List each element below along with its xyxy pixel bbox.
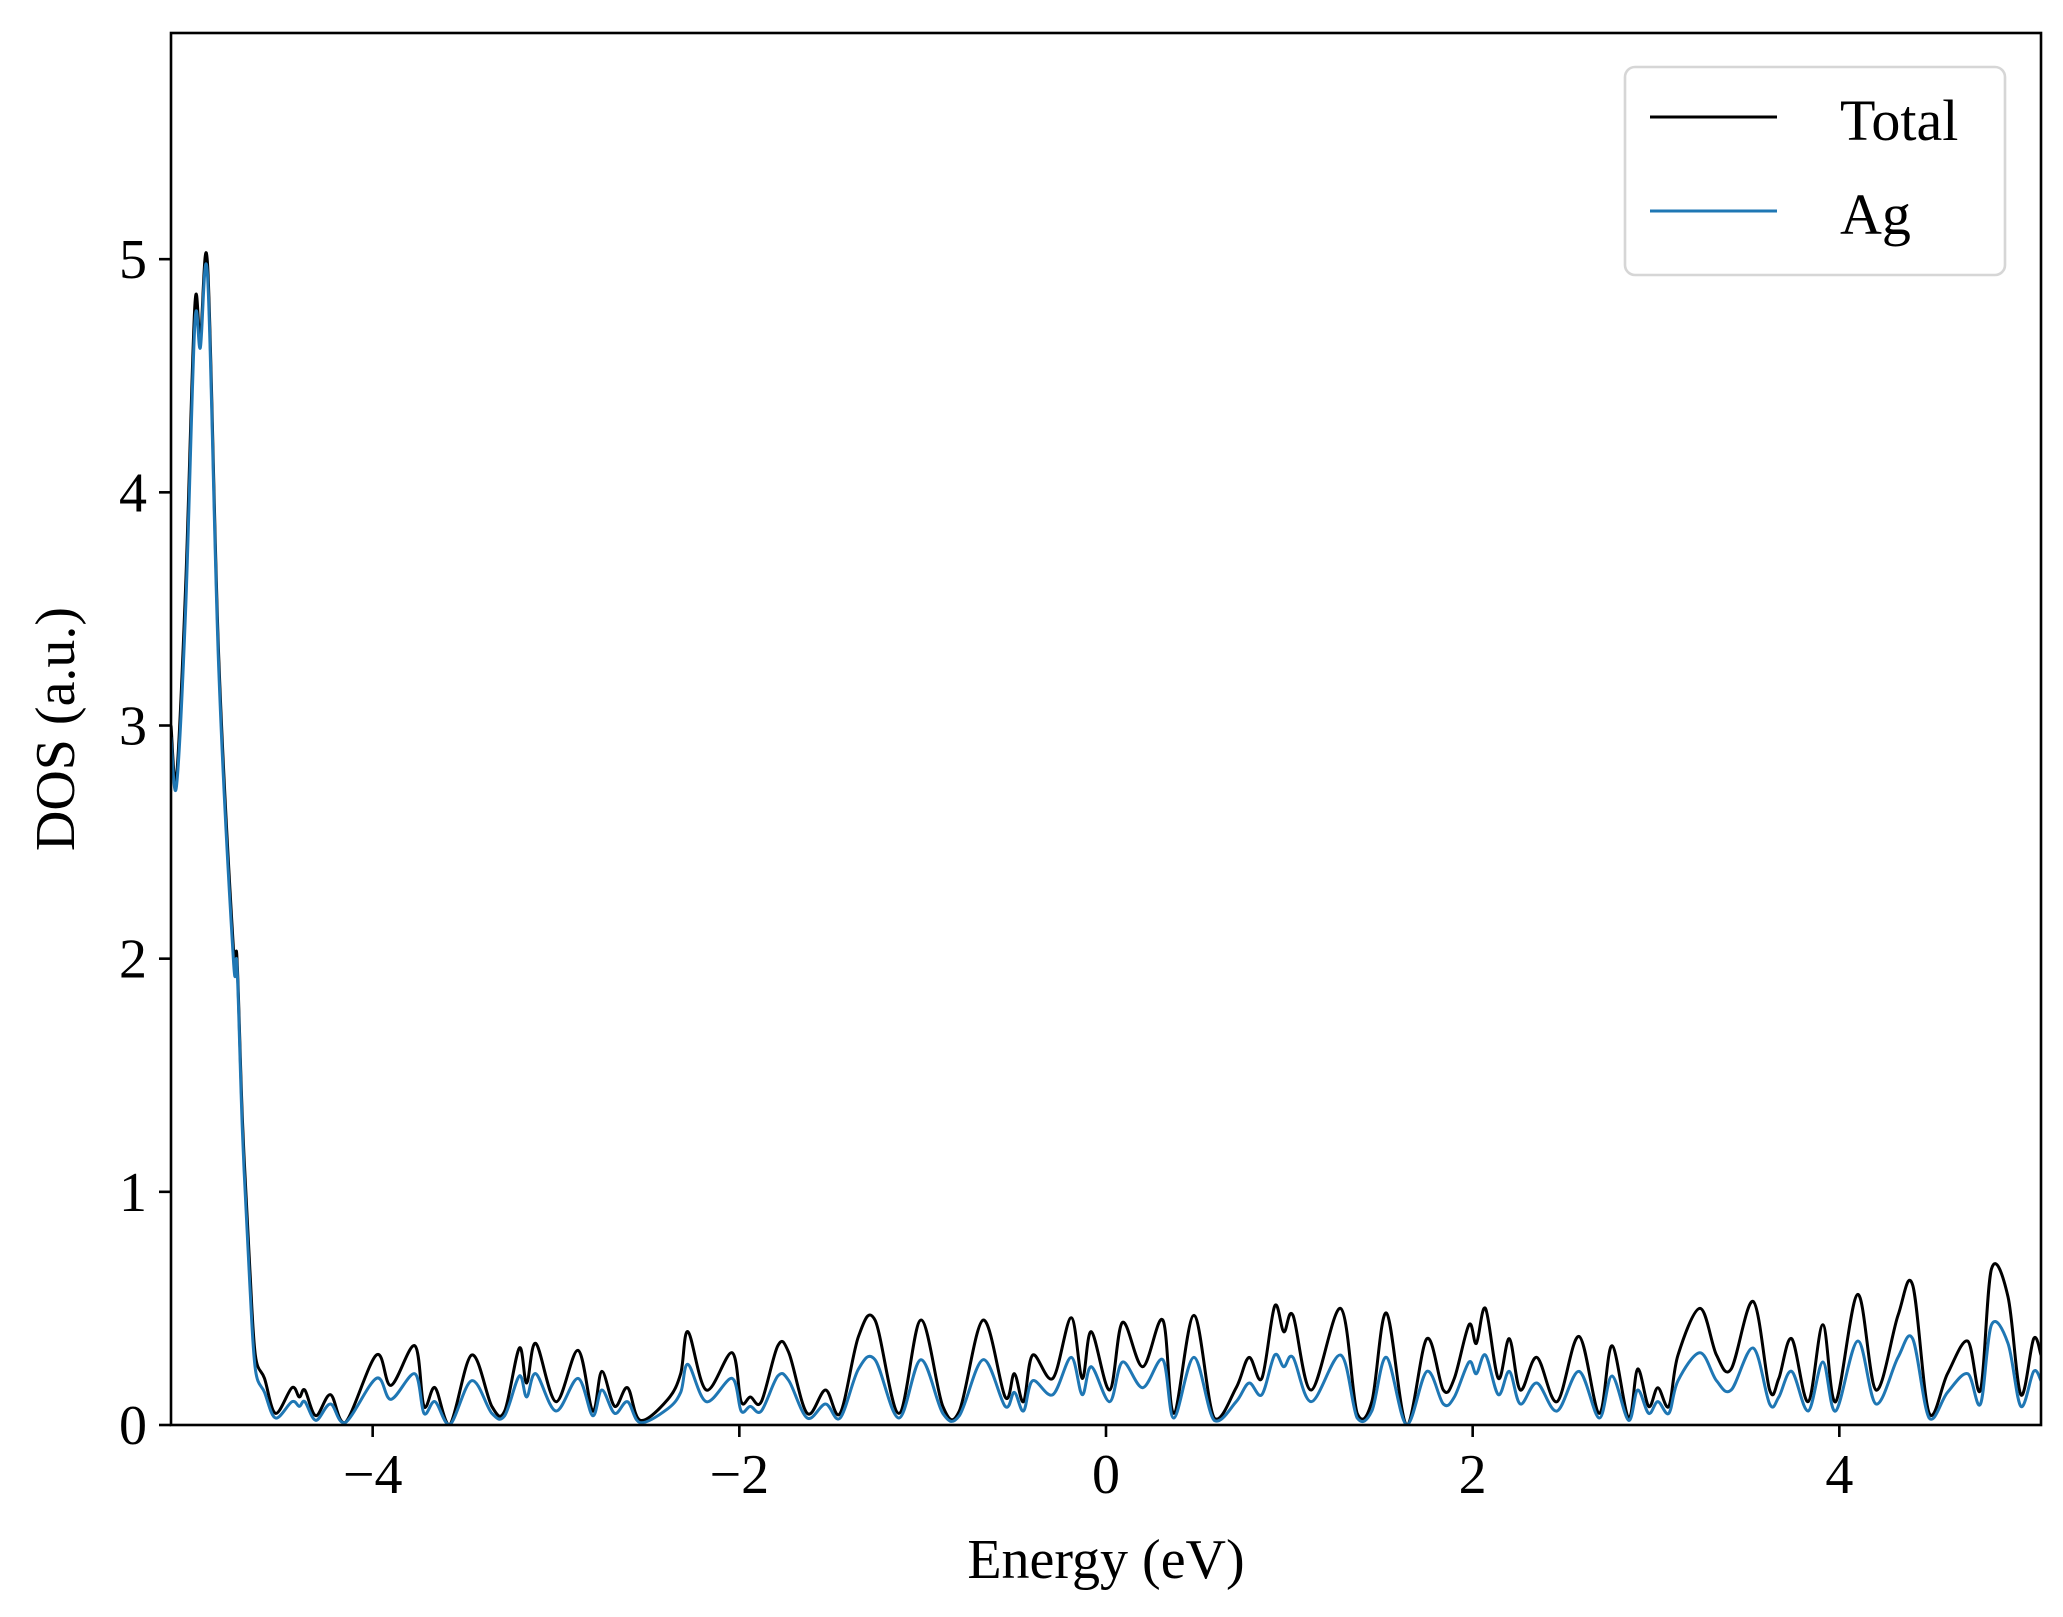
x-tick-label: −2 (710, 1444, 770, 1506)
legend-box (1623, 65, 2007, 277)
series-line-total (171, 251, 2041, 1425)
y-tick-label: 5 (119, 229, 147, 291)
ticks: −4 −2 0 2 4 0 1 2 3 4 5 (119, 229, 1853, 1506)
y-tick-label: 0 (119, 1395, 147, 1457)
x-tick-label: −4 (343, 1444, 403, 1506)
y-tick-label: 4 (119, 462, 147, 524)
legend: Total Ag (1623, 65, 2007, 277)
x-tick-label: 2 (1459, 1444, 1487, 1506)
plot-frame (169, 31, 2043, 1427)
x-axis-label: Energy (eV) (967, 1529, 1244, 1591)
legend-label-ag: Ag (1840, 182, 1911, 247)
y-tick-label: 1 (119, 1162, 147, 1224)
y-tick-label: 2 (119, 929, 147, 991)
series-line-ag (171, 262, 2041, 1425)
y-tick-label: 3 (119, 696, 147, 758)
legend-label-total: Total (1840, 88, 1958, 153)
x-tick-label: 0 (1092, 1444, 1120, 1506)
x-tick-label: 4 (1825, 1444, 1853, 1506)
series-lines (171, 251, 2041, 1425)
y-axis-label: DOS (a.u.) (25, 607, 87, 851)
